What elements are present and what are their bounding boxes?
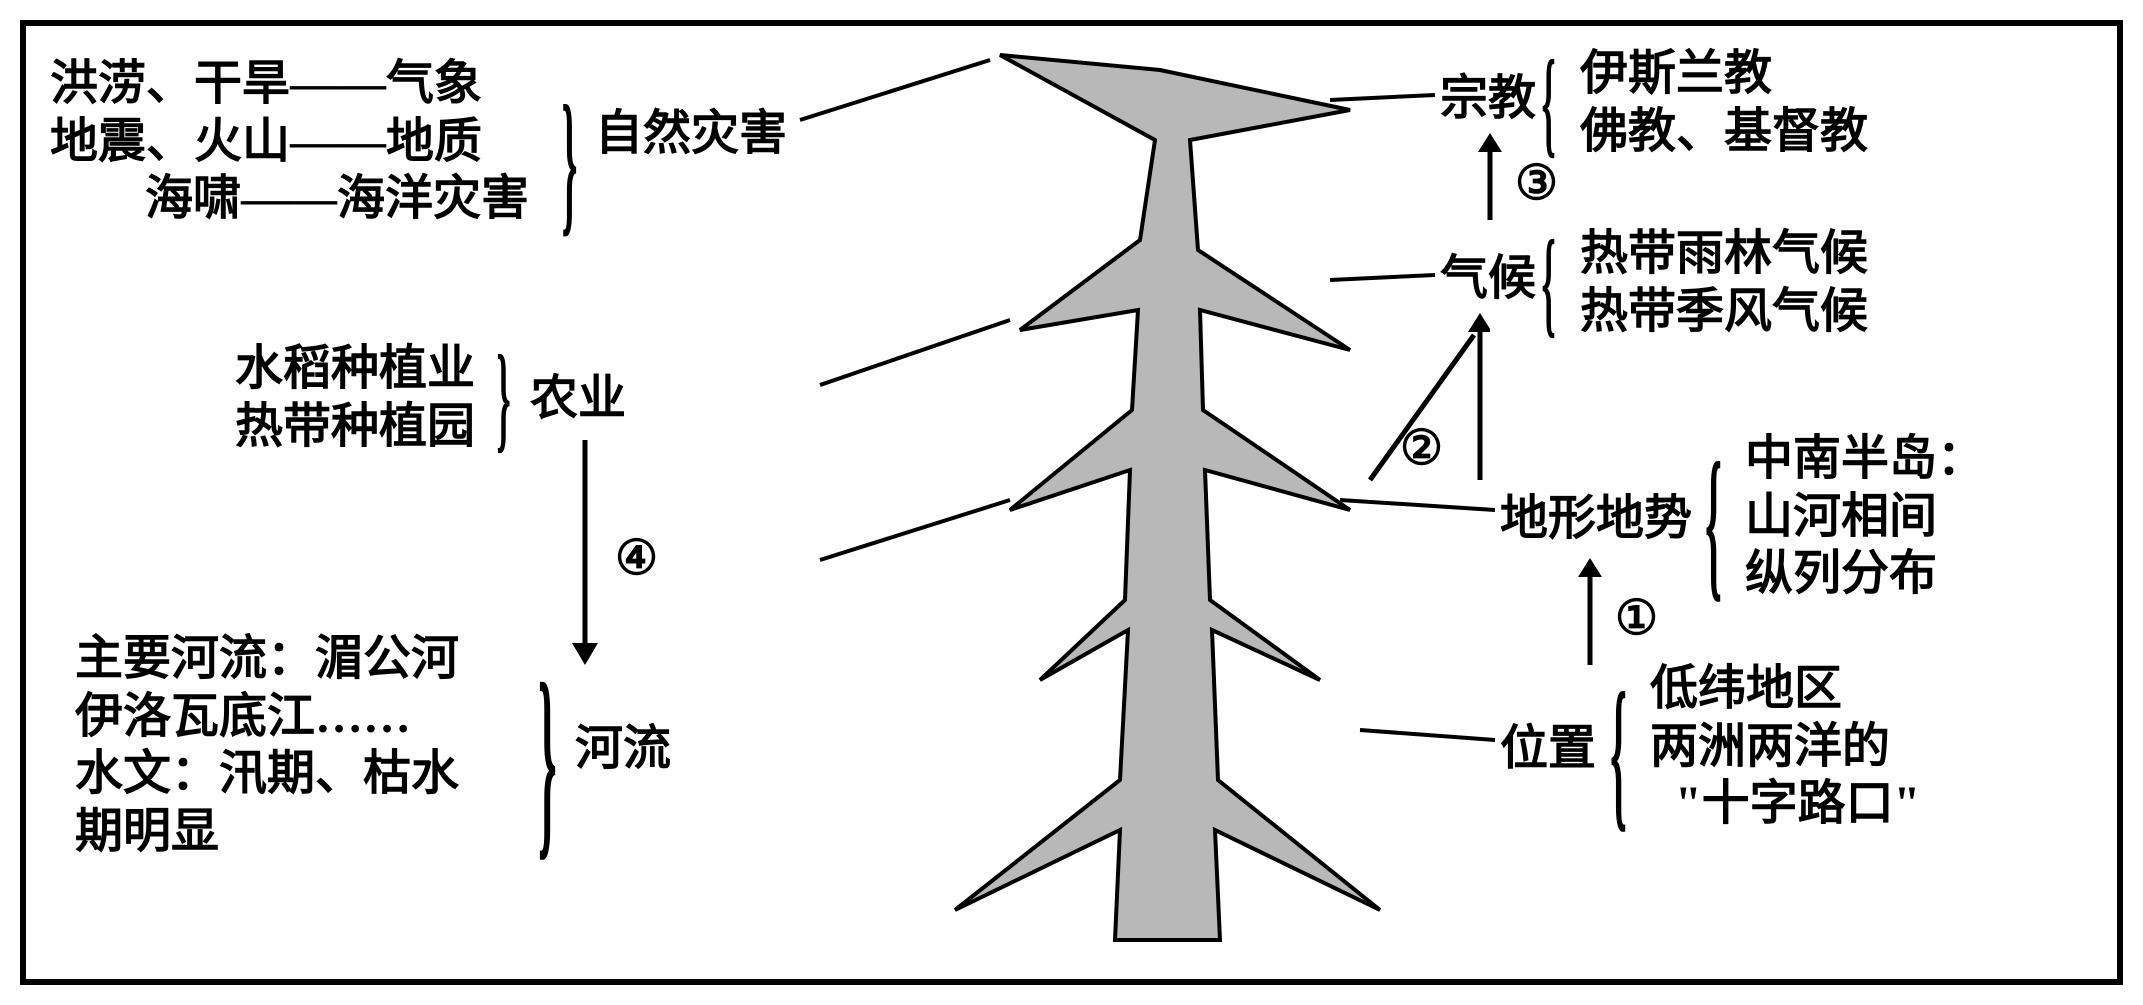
arrow3-label: ③ <box>1515 155 1558 213</box>
rivers-line4: 期明显 <box>75 803 459 861</box>
agriculture-label: 农业 <box>530 370 626 428</box>
rivers-line3: 水文：汛期、枯水 <box>75 745 459 803</box>
terrain-text: 中南半岛： 山河相间 纵列分布 <box>1745 430 1985 603</box>
rivers-line1: 主要河流：湄公河 <box>75 630 459 688</box>
location-line1: 低纬地区 <box>1650 660 1920 718</box>
climate-label: 气候 <box>1440 250 1536 308</box>
religion-line2: 佛教、基督教 <box>1580 103 1868 161</box>
disasters-text: 洪涝、干旱——气象 地震、火山——地质 海啸——海洋灾害 <box>50 55 529 228</box>
terrain-line2: 山河相间 <box>1745 488 1985 546</box>
religion-line1: 伊斯兰教 <box>1580 45 1868 103</box>
agriculture-line2: 热带种植园 <box>235 398 475 456</box>
climate-text: 热带雨林气候 热带季风气候 <box>1580 225 1868 340</box>
location-brace: { <box>1610 650 1627 854</box>
climate-brace: { <box>1542 210 1556 354</box>
rivers-line2: 伊洛瓦底江…… <box>75 688 459 746</box>
terrain-line1: 中南半岛： <box>1745 430 1985 488</box>
arrow-3 <box>1470 130 1510 225</box>
agriculture-brace: } <box>497 325 511 469</box>
terrain-line3: 纵列分布 <box>1745 545 1985 603</box>
arrow2-label: ② <box>1400 420 1443 478</box>
agriculture-line1: 水稻种植业 <box>235 340 475 398</box>
rivers-brace: } <box>538 630 557 888</box>
location-text: 低纬地区 两洲两洋的 "十字路口" <box>1650 660 1920 833</box>
location-line2: 两洲两洋的 <box>1650 718 1920 776</box>
rivers-label: 河流 <box>575 720 671 778</box>
disasters-line1: 洪涝、干旱——气象 <box>50 55 529 113</box>
disasters-line2: 地震、火山——地质 <box>50 113 529 171</box>
arrow-1 <box>1570 555 1610 670</box>
location-line3: "十字路口" <box>1650 775 1920 833</box>
climate-line2: 热带季风气候 <box>1580 283 1868 341</box>
arrow-4 <box>560 435 610 670</box>
terrain-brace: { <box>1705 420 1722 624</box>
religion-text: 伊斯兰教 佛教、基督教 <box>1580 45 1868 160</box>
agriculture-text: 水稻种植业 热带种植园 <box>235 340 475 455</box>
religion-brace: { <box>1542 30 1556 174</box>
terrain-label: 地形地势 <box>1500 490 1692 548</box>
rivers-text: 主要河流：湄公河 伊洛瓦底江…… 水文：汛期、枯水 期明显 <box>75 630 459 860</box>
arrow4-label: ④ <box>615 530 658 588</box>
disasters-brace: } <box>562 65 578 257</box>
location-label: 位置 <box>1500 720 1596 778</box>
religion-label: 宗教 <box>1440 70 1536 128</box>
disasters-label: 自然灾害 <box>595 105 787 163</box>
disasters-line3: 海啸——海洋灾害 <box>50 170 529 228</box>
climate-line1: 热带雨林气候 <box>1580 225 1868 283</box>
tree-shape <box>920 40 1420 960</box>
arrow1-label: ① <box>1615 590 1658 648</box>
